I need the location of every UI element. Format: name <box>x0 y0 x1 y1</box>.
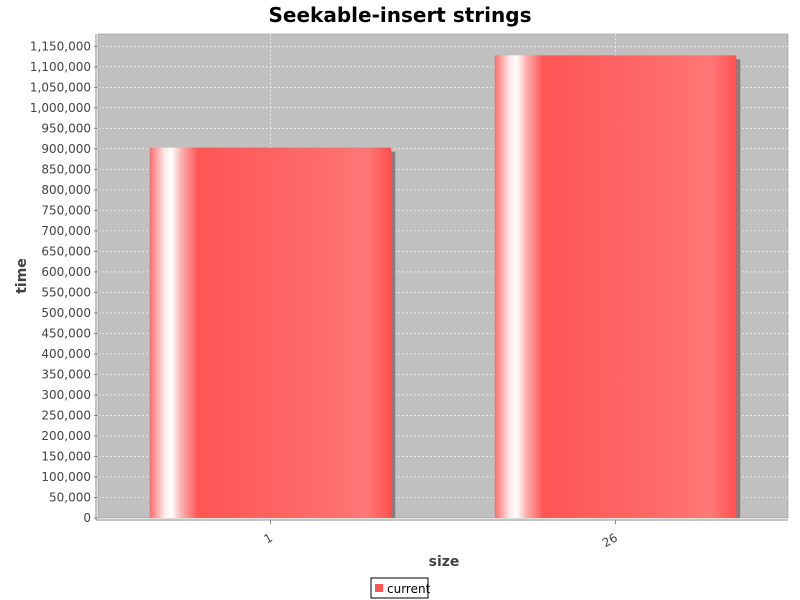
y-tick-label: 700,000 <box>41 224 91 238</box>
y-tick-label: 400,000 <box>41 347 91 361</box>
legend: current <box>370 577 431 599</box>
y-tick-label: 1,000,000 <box>30 101 91 115</box>
y-tick-label: 650,000 <box>41 244 91 258</box>
y-tick-label: 600,000 <box>41 265 91 279</box>
y-tick-label: 150,000 <box>41 449 91 463</box>
y-tick-label: 450,000 <box>41 326 91 340</box>
y-tick-label: 0 <box>83 511 91 525</box>
y-tick-label: 1,050,000 <box>30 80 91 94</box>
bar-1 <box>149 147 392 518</box>
y-tick-label: 500,000 <box>41 306 91 320</box>
y-tick-label: 100,000 <box>41 470 91 484</box>
y-axis: 0 50,000 100,000 150,000 200,000 250,000 300,0… <box>30 34 98 525</box>
y-tick-label: 1,150,000 <box>30 39 91 53</box>
y-axis-label: time <box>14 258 30 294</box>
y-tick-label: 1,100,000 <box>30 60 91 74</box>
y-tick-label: 800,000 <box>41 183 91 197</box>
y-tick-label: 950,000 <box>41 121 91 135</box>
y-tick-label: 850,000 <box>41 162 91 176</box>
bars <box>149 55 741 519</box>
x-tick-label: 1 <box>261 530 275 546</box>
y-tick-label: 300,000 <box>41 388 91 402</box>
y-tick-label: 200,000 <box>41 429 91 443</box>
chart-title: Seekable-insert strings <box>269 3 532 27</box>
x-tick-label: 26 <box>600 530 620 550</box>
y-tick-label: 750,000 <box>41 203 91 217</box>
legend-box <box>370 577 429 599</box>
bar-26 <box>494 55 737 519</box>
y-tick-label: 550,000 <box>41 285 91 299</box>
y-tick-label: 250,000 <box>41 408 91 422</box>
legend-label-current: current <box>387 582 431 596</box>
y-tick-label: 350,000 <box>41 367 91 381</box>
x-axis: 1 26 <box>96 519 788 550</box>
y-tick-label: 50,000 <box>49 490 91 504</box>
y-tick-label: 900,000 <box>41 142 91 156</box>
x-axis-label: size <box>429 554 460 570</box>
legend-swatch-current <box>375 584 383 592</box>
